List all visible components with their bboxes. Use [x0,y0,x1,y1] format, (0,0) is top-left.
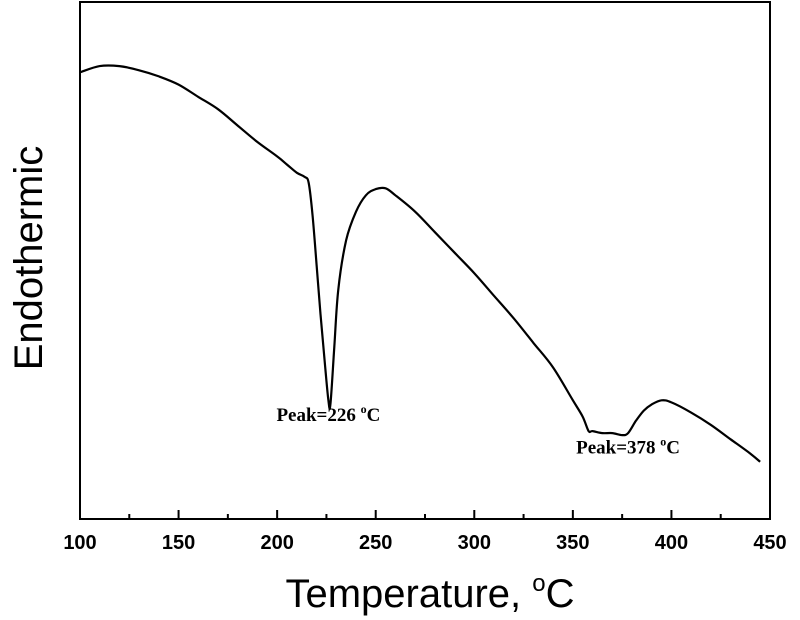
y-axis-title: Endothermic [7,146,51,371]
peak-annotations: Peak=226 oC Peak=378 oC [276,402,680,459]
x-tick-label: 100 [63,532,96,554]
x-tick-label: 150 [162,532,195,554]
x-axis-tick-labels: 100 150 200 250 300 350 400 450 [63,532,786,554]
peak-annotation: Peak=226 oC [276,402,380,426]
x-axis-title-sup: o [532,570,545,597]
x-tick-label: 300 [458,532,491,554]
peak-annotation: Peak=378 oC [576,435,680,459]
x-tick-label: 200 [260,532,293,554]
x-tick-label: 400 [655,532,688,554]
x-tick-label: 450 [753,532,786,554]
x-tick-label: 250 [359,532,392,554]
dsc-curve [79,64,761,463]
x-axis-title-unit: C [546,572,575,616]
x-axis-title: Temperature, oC [285,570,574,616]
x-axis-ticks [79,510,771,519]
x-tick-label: 350 [556,532,589,554]
